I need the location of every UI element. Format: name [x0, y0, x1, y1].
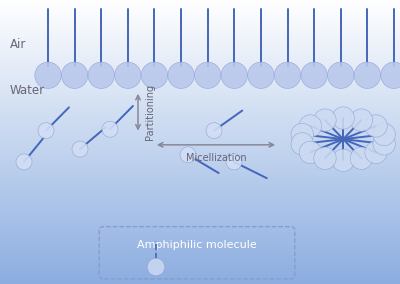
Ellipse shape: [332, 107, 354, 129]
Ellipse shape: [88, 62, 114, 88]
Ellipse shape: [350, 147, 373, 170]
Ellipse shape: [16, 154, 32, 170]
Ellipse shape: [35, 62, 61, 88]
Ellipse shape: [141, 62, 168, 88]
Ellipse shape: [102, 121, 118, 137]
Ellipse shape: [72, 141, 88, 157]
Ellipse shape: [314, 109, 336, 131]
Ellipse shape: [365, 115, 387, 137]
Ellipse shape: [301, 62, 327, 88]
Ellipse shape: [291, 133, 314, 155]
Ellipse shape: [115, 62, 141, 88]
Text: Partitioning: Partitioning: [145, 84, 155, 140]
Ellipse shape: [328, 62, 354, 88]
Text: Amphiphilic molecule: Amphiphilic molecule: [137, 240, 257, 250]
Ellipse shape: [299, 141, 322, 164]
Ellipse shape: [168, 62, 194, 88]
Text: Air: Air: [10, 37, 26, 51]
Ellipse shape: [248, 62, 274, 88]
Ellipse shape: [373, 133, 395, 155]
Ellipse shape: [194, 62, 221, 88]
Ellipse shape: [354, 62, 380, 88]
Text: Water: Water: [10, 84, 45, 97]
Ellipse shape: [221, 62, 248, 88]
Ellipse shape: [62, 62, 88, 88]
Ellipse shape: [226, 154, 242, 170]
Ellipse shape: [381, 62, 400, 88]
Ellipse shape: [332, 149, 354, 172]
Ellipse shape: [350, 109, 373, 131]
Ellipse shape: [180, 147, 196, 163]
Text: Micellization: Micellization: [186, 153, 246, 164]
Ellipse shape: [314, 147, 336, 170]
Ellipse shape: [291, 123, 314, 146]
Ellipse shape: [365, 141, 387, 164]
Ellipse shape: [373, 123, 395, 146]
Ellipse shape: [147, 258, 165, 276]
Ellipse shape: [299, 115, 322, 137]
Ellipse shape: [206, 123, 222, 139]
Ellipse shape: [274, 62, 301, 88]
Ellipse shape: [38, 123, 54, 139]
